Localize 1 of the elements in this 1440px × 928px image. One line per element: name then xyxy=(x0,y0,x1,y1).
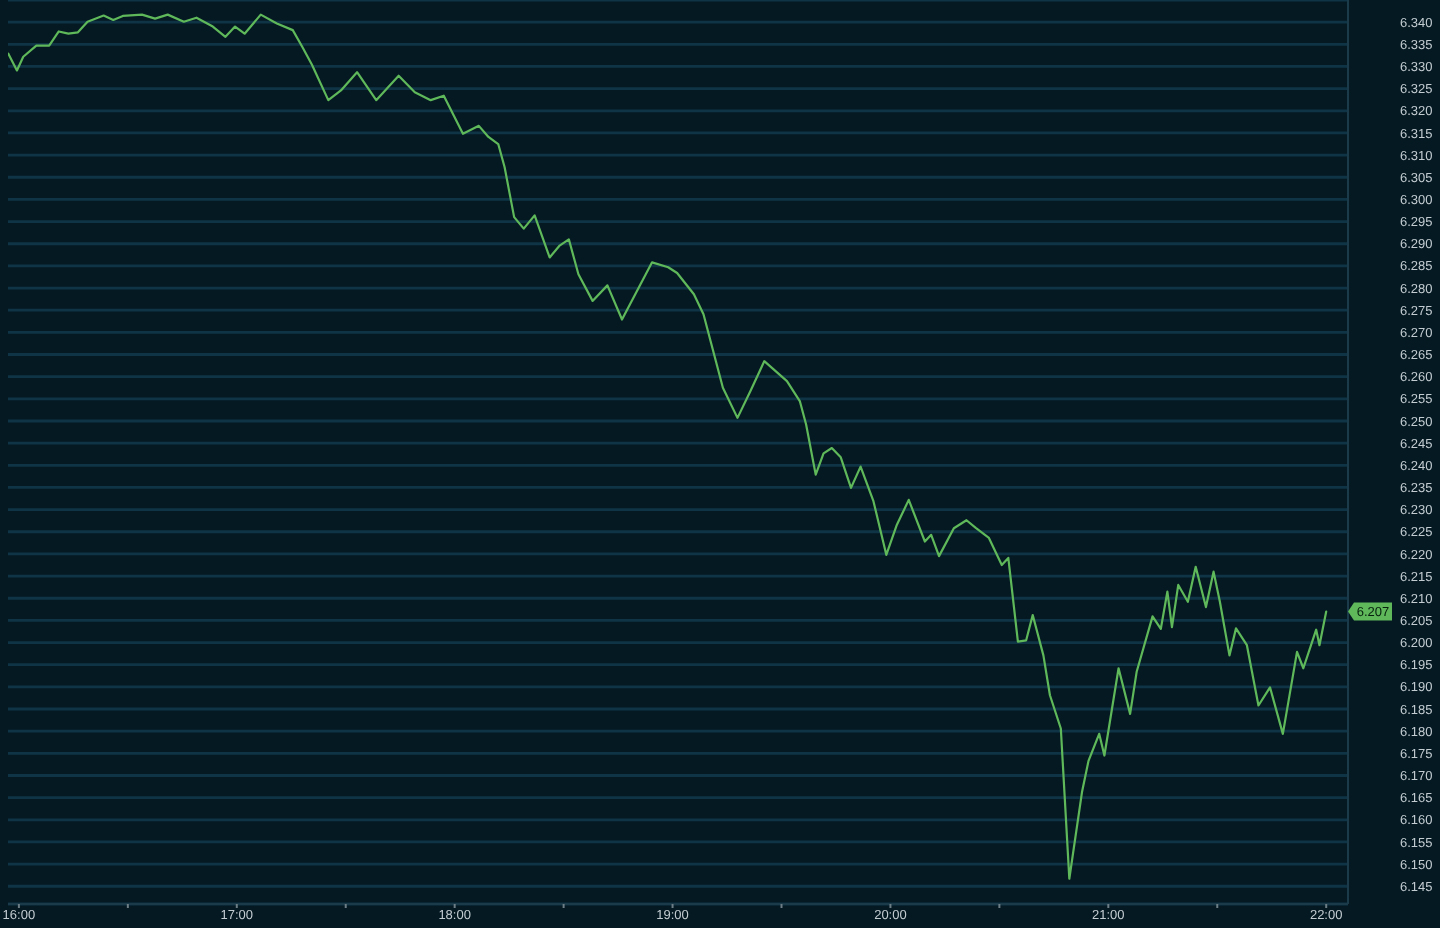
line-series xyxy=(8,13,1328,880)
